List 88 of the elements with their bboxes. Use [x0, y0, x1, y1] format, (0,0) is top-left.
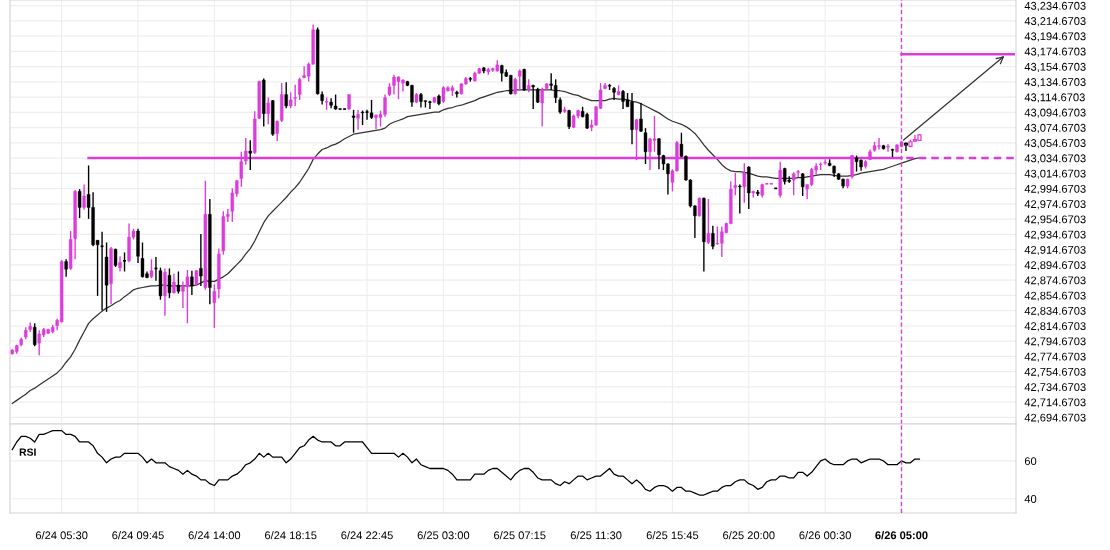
- candlestick: [82, 183, 86, 211]
- y-tick-label: 42,894.6703: [1024, 261, 1086, 271]
- candlestick: [643, 127, 648, 165]
- candlestick: [351, 109, 356, 134]
- candlestick: [455, 90, 459, 99]
- text: RSI: [19, 448, 36, 456]
- candlestick: [172, 273, 176, 295]
- candlestick: [540, 87, 544, 128]
- candlestick: [190, 270, 194, 296]
- candlestick: [364, 109, 370, 121]
- y-tick-label: 40: [1024, 495, 1037, 503]
- x-tick-label: 6/25 20:00: [723, 531, 775, 540]
- y-tick-label: 43,214.6703: [1024, 17, 1086, 27]
- candlestick: [176, 270, 181, 295]
- y-tick-label: 42,714.6703: [1024, 398, 1086, 408]
- candlestick: [297, 77, 302, 101]
- candlestick: [742, 162, 746, 204]
- candlestick: [33, 322, 37, 347]
- y-tick-label: 42,834.6703: [1024, 306, 1086, 317]
- candlestick: [248, 139, 252, 171]
- x-tick-label: 6/25 11:30: [570, 531, 622, 540]
- y-tick-label: 42,694.6703: [1024, 413, 1086, 423]
- y-tick-label: 42,874.6703: [1024, 276, 1086, 286]
- y-tick-label: 42,794.6703: [1024, 337, 1086, 347]
- candlestick: [284, 81, 288, 109]
- y-tick-label: 43,174.6703: [1024, 47, 1086, 57]
- candlestick: [809, 167, 814, 187]
- y-tick-label: 43,234.6703: [1024, 1, 1086, 12]
- y-tick-label: 42,974.6703: [1024, 200, 1086, 210]
- y-tick-label: 43,074.6703: [1024, 123, 1086, 134]
- candlestick: [293, 83, 297, 107]
- y-tick-label: 60: [1024, 457, 1037, 466]
- x-tick-label: 6/25 15:45: [646, 531, 699, 540]
- y-tick-label: 42,914.6703: [1024, 245, 1086, 256]
- y-tick-label: 42,934.6703: [1024, 230, 1086, 240]
- candlestick: [715, 225, 720, 246]
- candlestick: [266, 96, 270, 125]
- candlestick: [122, 251, 127, 273]
- candlestick: [149, 258, 154, 280]
- candlestick: [553, 78, 558, 104]
- candlestick: [77, 188, 82, 219]
- candlestick: [163, 267, 167, 317]
- candlestick: [652, 115, 657, 153]
- y-tick-label: 42,994.6703: [1024, 184, 1086, 195]
- x-tick-label: 6/24 22:45: [341, 531, 393, 540]
- candlestick: [518, 68, 522, 91]
- candlestick: [792, 171, 796, 196]
- y-tick-label: 43,094.6703: [1024, 108, 1086, 118]
- y-tick-label: 42,954.6703: [1024, 215, 1086, 225]
- y-tick-label: 42,814.6703: [1024, 322, 1086, 332]
- candlestick: [356, 109, 360, 131]
- candlestick: [396, 75, 401, 100]
- line-series: [11, 430, 921, 496]
- x-tick-label: 6/24 14:00: [188, 531, 241, 540]
- y-tick-label: 43,054.6703: [1024, 139, 1086, 149]
- x-tick-label: 6/24 05:30: [35, 531, 88, 540]
- candlestick: [275, 119, 279, 142]
- y-tick-label: 42,774.6703: [1024, 352, 1086, 362]
- candlestick: [639, 102, 643, 133]
- y-tick-label: 43,154.6703: [1024, 62, 1086, 73]
- candlestick: [711, 225, 715, 251]
- candlestick: [167, 267, 172, 299]
- y-tick-label: 42,754.6703: [1024, 367, 1086, 378]
- candlestick: [733, 172, 737, 196]
- x-tick-label: 6/26 00:30: [799, 531, 851, 540]
- candlestick: [369, 99, 374, 120]
- x-tick-label: 6/25 07:15: [494, 531, 546, 540]
- candlestick: [886, 143, 890, 153]
- y-tick-label: 42,734.6703: [1024, 383, 1086, 393]
- x-tick-label: 6/26 05:00: [875, 531, 928, 540]
- candlestick: [99, 231, 105, 312]
- candlestick: [800, 172, 805, 197]
- candlestick: [738, 183, 742, 215]
- y-tick-label: 43,014.6703: [1024, 169, 1086, 179]
- x-tick-label: 6/24 09:45: [112, 531, 164, 540]
- y-tick-label: 42,854.6703: [1024, 291, 1086, 301]
- y-tick-label: 43,194.6703: [1024, 32, 1086, 42]
- y-tick-label: 43,114.6703: [1024, 93, 1085, 103]
- candlestick: [199, 233, 203, 287]
- candlestick: [531, 83, 535, 110]
- x-tick-label: 6/24 18:15: [265, 531, 317, 540]
- candlestick: [185, 269, 190, 325]
- y-tick-label: 43,034.6703: [1024, 154, 1086, 164]
- candlestick: [706, 198, 711, 245]
- candlestick: [796, 169, 800, 178]
- y-tick-label: 43,134.6703: [1024, 78, 1086, 88]
- candlestick: [212, 283, 217, 329]
- x-tick-label: 6/25 03:00: [417, 531, 470, 540]
